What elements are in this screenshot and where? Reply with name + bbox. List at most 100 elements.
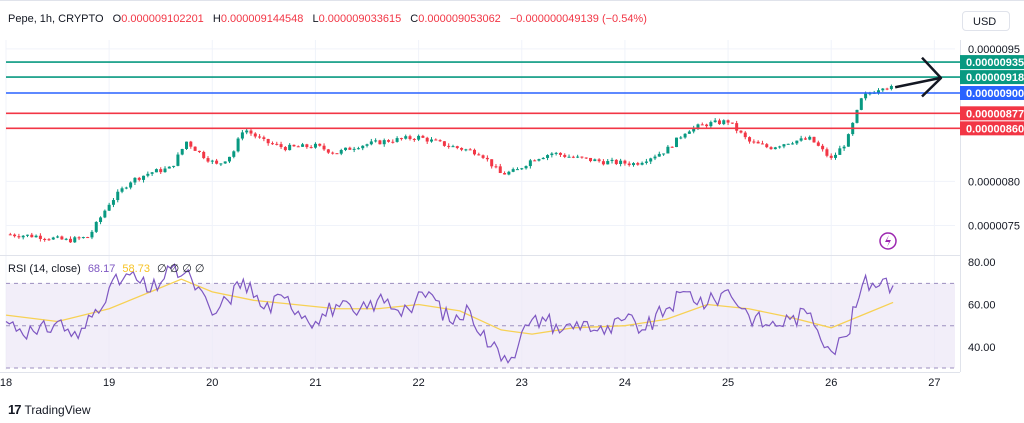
candle-body xyxy=(442,141,446,146)
candle-body xyxy=(498,166,502,174)
candle-body xyxy=(494,166,498,168)
candle-body xyxy=(185,141,189,149)
level-price-box xyxy=(960,86,1024,100)
candle-body xyxy=(270,143,274,145)
candle-body xyxy=(391,141,395,143)
candle-body xyxy=(154,169,158,173)
level-price-box xyxy=(960,70,1024,85)
brand-label: TradingView xyxy=(24,402,91,417)
candle-body xyxy=(60,236,64,240)
candle-body xyxy=(537,159,541,161)
candle-body xyxy=(481,155,485,158)
candle-body xyxy=(451,146,455,148)
candle-body xyxy=(219,163,223,165)
candle-body xyxy=(404,136,408,139)
candle-body xyxy=(344,147,348,151)
candle-body xyxy=(210,160,214,162)
candle-body xyxy=(821,145,825,150)
candle-body xyxy=(81,237,85,239)
candle-body xyxy=(292,144,296,147)
candle-body xyxy=(142,175,146,180)
level-price-label: 0.00000935 xyxy=(966,57,1024,69)
candle-body xyxy=(791,143,795,145)
candle-body xyxy=(876,90,880,93)
candle-body xyxy=(743,132,747,138)
candle-body xyxy=(468,149,472,151)
candle-body xyxy=(825,149,829,156)
candle-body xyxy=(206,158,210,162)
candle-body xyxy=(460,147,464,150)
time-tick-label: 25 xyxy=(722,377,734,389)
candle-body xyxy=(412,139,416,141)
candle-body xyxy=(554,152,558,154)
arrow-head xyxy=(921,56,943,98)
candle-body xyxy=(541,157,545,160)
arrow-shaft xyxy=(894,76,941,89)
candle-body xyxy=(275,143,279,145)
candle-body xyxy=(77,237,81,239)
candle-body xyxy=(318,143,322,146)
tradingview-logo[interactable]: 17 TradingView xyxy=(8,402,91,417)
candle-body xyxy=(331,152,335,154)
candle-body xyxy=(146,173,150,176)
candle-body xyxy=(696,124,700,128)
candle-body xyxy=(365,144,369,146)
candle-body xyxy=(335,153,339,155)
candle-body xyxy=(593,159,597,162)
candle-body xyxy=(803,138,807,140)
time-tick-label: 26 xyxy=(825,377,837,389)
high-label: H xyxy=(212,13,221,25)
candle-body xyxy=(580,156,584,158)
candle-body xyxy=(296,146,300,148)
candle-body xyxy=(846,134,850,147)
candle-body xyxy=(748,137,752,142)
candle-body xyxy=(313,143,317,148)
candle-body xyxy=(464,149,468,151)
level-price-label: 0.00000860 xyxy=(966,123,1024,135)
candle-body xyxy=(700,124,704,126)
rsi-line xyxy=(5,263,894,364)
candle-body xyxy=(717,120,721,125)
candle-body xyxy=(567,156,571,158)
candle-body xyxy=(326,149,330,153)
candle-body xyxy=(447,145,451,147)
candle-body xyxy=(550,153,554,156)
candle-body xyxy=(193,146,197,151)
candle-body xyxy=(137,177,141,180)
candle-body xyxy=(477,154,481,156)
candle-body xyxy=(387,140,391,142)
candle-body xyxy=(726,120,730,123)
candle-body xyxy=(34,235,38,238)
candle-body xyxy=(503,173,507,175)
rsi-label: RSI (14, close) xyxy=(8,263,81,275)
candle-body xyxy=(266,138,270,144)
candle-body xyxy=(417,135,421,140)
rsi-ma-value: 58.73 xyxy=(122,263,150,275)
candle-body xyxy=(378,140,382,145)
candle-body xyxy=(103,210,107,218)
time-tick-label: 24 xyxy=(619,377,631,389)
candle-body xyxy=(288,144,292,151)
time-tick-label: 20 xyxy=(206,377,218,389)
candle-body xyxy=(51,237,55,240)
candle-body xyxy=(249,130,253,134)
candle-body xyxy=(301,144,305,147)
candle-body xyxy=(94,221,98,232)
rsi-ma-line xyxy=(5,278,894,335)
candle-body xyxy=(17,236,21,238)
candle-body xyxy=(799,138,803,141)
candle-body xyxy=(597,159,601,162)
candle-body xyxy=(722,120,726,125)
candle-body xyxy=(124,187,128,189)
level-price-box xyxy=(960,106,1024,121)
time-tick-label: 23 xyxy=(516,377,528,389)
candle-body xyxy=(25,234,29,236)
currency-button[interactable]: USD xyxy=(962,11,1010,31)
candle-body xyxy=(472,149,476,155)
time-tick-label: 18 xyxy=(0,377,12,389)
candle-body xyxy=(172,165,176,167)
open-label: O xyxy=(112,13,122,25)
candle-body xyxy=(589,157,593,162)
low-value: 0.000009033615 xyxy=(318,13,402,25)
